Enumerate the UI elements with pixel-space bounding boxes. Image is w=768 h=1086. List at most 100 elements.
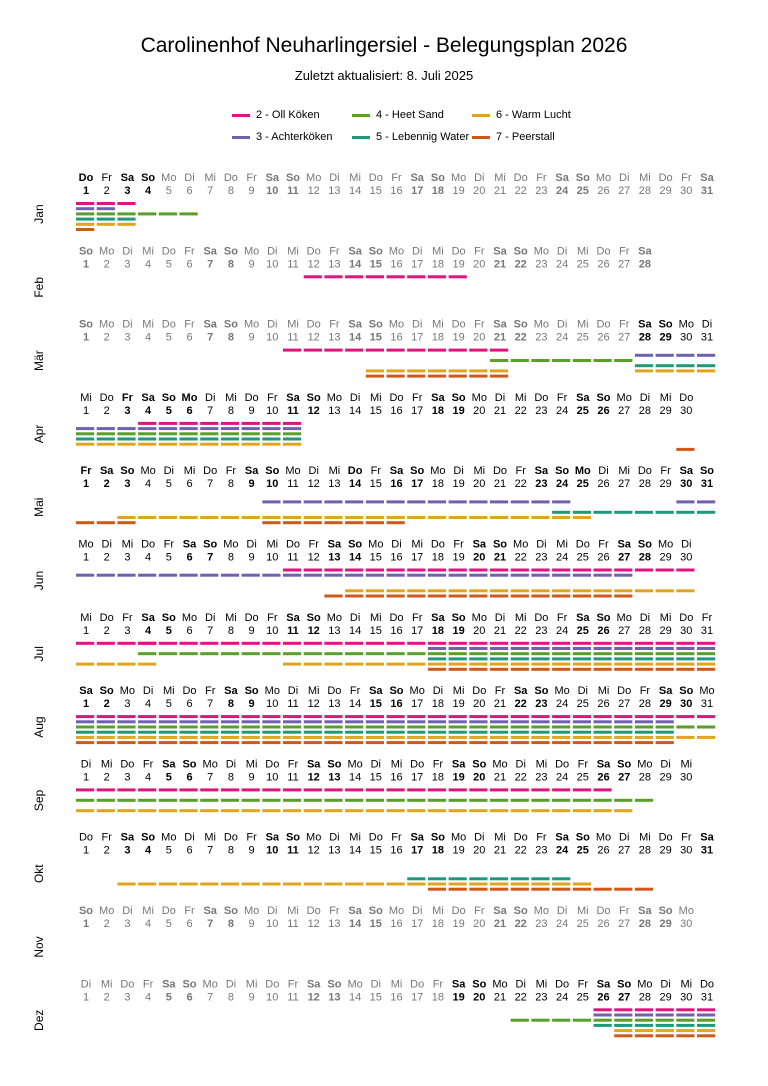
booking-segment-4 (220, 798, 240, 802)
weekday-label: Di (412, 245, 422, 257)
weekday-label: Fr (578, 978, 589, 990)
booking-segment-2 (655, 715, 674, 719)
booking-segment-3 (593, 1013, 612, 1017)
booking-segment-3 (572, 720, 591, 724)
booking-segment-2 (200, 788, 219, 792)
booking-segment-5 (138, 730, 157, 734)
weekday-label: Mo (451, 172, 466, 184)
day-number: 12 (308, 185, 320, 197)
day-number: 8 (228, 845, 234, 857)
weekday-label: Sa (659, 685, 673, 697)
booking-segment-3 (283, 427, 302, 431)
weekday-label: Di (578, 685, 588, 697)
day-number: 2 (104, 185, 110, 197)
day-number: 23 (535, 698, 547, 710)
day-number: 6 (186, 405, 192, 417)
day-number: 17 (411, 845, 423, 857)
booking-segment-7 (676, 447, 695, 451)
booking-segment-2 (200, 421, 219, 425)
weekday-label: Fr (184, 319, 195, 331)
booking-segment-2 (572, 641, 591, 645)
weekday-label: So (472, 978, 486, 990)
booking-segment-3 (510, 500, 529, 504)
booking-segment-5 (76, 217, 95, 221)
booking-segment-6 (179, 809, 198, 813)
weekday-label: Mo (679, 905, 694, 917)
weekday-label: Do (224, 832, 238, 844)
booking-segment-3 (614, 647, 633, 650)
weekday-label: Mo (513, 539, 528, 551)
day-number: 19 (452, 332, 464, 344)
weekday-label: Mi (680, 978, 692, 990)
weekday-label: So (224, 319, 238, 331)
booking-segment-5 (697, 657, 716, 661)
day-number: 22 (515, 552, 527, 564)
booking-segment-6 (117, 516, 136, 519)
weekday-label: So (224, 245, 238, 257)
day-number: 22 (515, 698, 527, 710)
weekday-label: Sa (493, 245, 507, 257)
booking-segment-4 (283, 432, 302, 436)
booking-segment-5 (469, 657, 488, 661)
booking-segment-3 (531, 573, 550, 577)
day-number: 28 (639, 625, 651, 637)
weekday-label: Sa (431, 392, 445, 404)
booking-segment-3 (531, 647, 550, 650)
booking-segment-6 (96, 442, 115, 446)
booking-segment-6 (138, 735, 157, 739)
month-jul: JulMi1Do2Fr3Sa4So5Mo6Di7Mi8Do9Fr10Sa11So… (32, 612, 716, 671)
booking-segment-7 (158, 741, 177, 745)
day-number: 4 (145, 552, 151, 564)
booking-segment-2 (676, 568, 695, 572)
booking-segment-7 (427, 887, 447, 891)
booking-segment-2 (241, 715, 260, 719)
weekday-label: Do (245, 612, 259, 624)
day-number: 22 (515, 625, 527, 637)
day-number: 27 (618, 185, 630, 197)
weekday-label: Do (162, 905, 176, 917)
booking-segment-2 (593, 715, 612, 719)
booking-segment-4 (96, 725, 115, 729)
weekday-label: Mo (534, 905, 549, 917)
day-number: 17 (411, 698, 423, 710)
weekday-label: Mo (534, 319, 549, 331)
booking-segment-3 (490, 500, 509, 504)
weekday-label: So (162, 392, 176, 404)
booking-segment-5 (96, 437, 115, 441)
day-number: 16 (390, 625, 402, 637)
booking-segment-6 (283, 516, 302, 519)
booking-segment-7 (490, 667, 509, 671)
booking-segment-2 (345, 275, 364, 279)
booking-segment-5 (179, 437, 198, 441)
weekday-label: Sa (555, 172, 569, 184)
weekday-label: Di (681, 539, 691, 551)
day-number: 11 (287, 405, 299, 417)
weekday-label: Mi (142, 905, 154, 917)
booking-segment-2 (614, 1008, 633, 1012)
booking-segment-6 (179, 442, 198, 446)
weekday-label: Do (162, 245, 176, 257)
booking-segment-7 (552, 594, 571, 598)
booking-segment-6 (490, 516, 509, 519)
weekday-label: Di (495, 612, 505, 624)
day-number: 28 (639, 918, 651, 930)
booking-segment-3 (283, 500, 302, 504)
booking-segment-6 (407, 735, 426, 739)
booking-segment-3 (510, 573, 529, 577)
booking-segment-4 (303, 652, 322, 656)
weekday-label: Do (348, 465, 363, 477)
day-number: 2 (104, 625, 110, 637)
day-number: 5 (166, 405, 172, 417)
weekday-label: So (617, 978, 631, 990)
weekday-label: Sa (121, 172, 135, 184)
booking-segment-3 (96, 720, 115, 724)
weekday-label: Di (474, 172, 484, 184)
day-number: 11 (287, 918, 298, 930)
booking-segment-4 (407, 652, 426, 656)
day-number: 23 (535, 332, 547, 344)
booking-segment-4 (117, 432, 136, 436)
booking-segment-6 (158, 882, 177, 886)
day-number: 16 (390, 258, 402, 270)
weekday-label: Fr (557, 612, 568, 624)
weekday-label: Sa (245, 465, 259, 477)
